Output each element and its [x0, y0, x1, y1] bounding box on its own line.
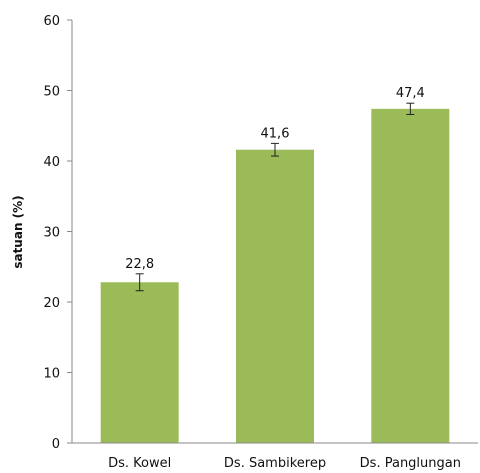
y-tick-label: 60	[43, 14, 60, 29]
category-label: Ds. Sambikerep	[224, 456, 326, 471]
y-axis-title: satuan (%)	[11, 195, 25, 268]
category-label: Ds. Panglungan	[360, 456, 461, 471]
bar	[100, 282, 179, 443]
y-tick-label: 50	[43, 85, 60, 100]
data-labels-group: 22,8 41,6 47,4	[125, 86, 425, 272]
data-label: 41,6	[261, 126, 290, 141]
y-tick-label: 30	[43, 226, 60, 241]
bars-group	[100, 108, 450, 443]
bar	[236, 149, 314, 443]
y-tick-label: 20	[43, 296, 60, 311]
category-labels-group: Ds. Kowel Ds. Sambikerep Ds. Panglungan	[108, 456, 461, 471]
category-label: Ds. Kowel	[108, 456, 171, 471]
error-bars-group	[135, 102, 415, 292]
data-label: 47,4	[396, 86, 425, 101]
y-tick-label: 10	[43, 367, 60, 382]
y-tick-label: 0	[52, 437, 60, 452]
y-tick-label: 40	[43, 155, 60, 170]
data-label: 22,8	[125, 257, 154, 272]
y-axis-ticks: 0 10 20 30 40 50 60	[43, 14, 72, 452]
bar	[371, 108, 450, 443]
